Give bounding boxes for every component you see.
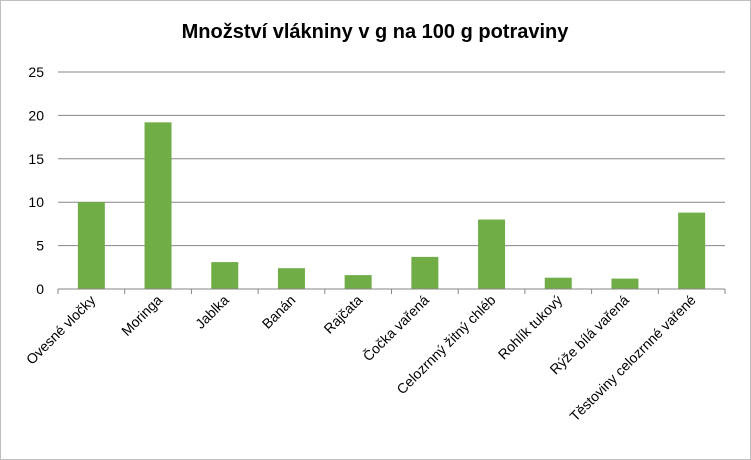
x-tick-label: Rajčata xyxy=(320,292,365,337)
x-tick-label: Banán xyxy=(259,292,299,332)
x-tick-label: Jablka xyxy=(192,292,232,332)
bar xyxy=(211,262,239,289)
x-tick-label: Moringa xyxy=(118,292,165,339)
bar xyxy=(611,278,639,289)
chart-title: Množství vlákniny v g na 100 g potraviny xyxy=(182,21,570,43)
y-axis-ticks: 0 5 10 15 20 25 xyxy=(28,64,44,297)
bar xyxy=(77,202,105,289)
bar xyxy=(344,275,372,289)
x-axis xyxy=(57,288,726,294)
y-tick-label: 10 xyxy=(28,194,44,210)
y-tick-label: 15 xyxy=(28,151,44,167)
bar xyxy=(277,268,305,289)
x-tick-label: Ovesné vločky xyxy=(23,292,99,368)
x-tick-label: Rohlík tukový xyxy=(495,292,566,363)
x-tick-label: Těstoviny celozrnné vařené xyxy=(566,292,699,425)
bar xyxy=(678,212,706,289)
y-tick-label: 0 xyxy=(36,281,44,297)
bar xyxy=(544,277,572,289)
x-axis-ticks: Ovesné vločky Moringa Jablka Banán RajčataČo… xyxy=(23,292,699,425)
x-tick-label: Čočka vařená xyxy=(360,292,433,365)
y-tick-label: 5 xyxy=(36,238,44,254)
bar xyxy=(144,122,172,290)
y-tick-label: 25 xyxy=(28,64,44,80)
bars xyxy=(77,122,706,290)
bar xyxy=(478,219,506,289)
bar xyxy=(411,256,439,289)
y-tick-label: 20 xyxy=(28,107,44,123)
